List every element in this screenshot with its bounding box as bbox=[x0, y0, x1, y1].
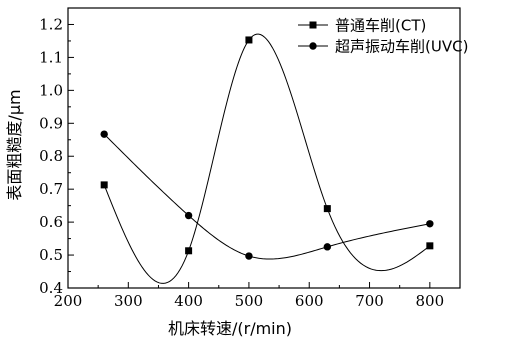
data-point-square bbox=[323, 205, 331, 213]
y-tick-label: 1.0 bbox=[39, 81, 63, 99]
series-line bbox=[103, 33, 431, 284]
data-point-square bbox=[245, 36, 253, 44]
legend-circle-marker bbox=[309, 42, 317, 50]
axis-ticks bbox=[67, 23, 431, 289]
legend-item: 普通车削(CT) bbox=[298, 17, 426, 35]
data-point-circle bbox=[245, 252, 253, 260]
series-line bbox=[103, 133, 430, 260]
legend-label: 普通车削(CT) bbox=[335, 17, 426, 35]
y-axis-title: 表面粗糙度/μm bbox=[5, 89, 24, 200]
plot-border bbox=[67, 7, 461, 289]
x-tick-label: 400 bbox=[174, 292, 203, 310]
x-tick-label: 500 bbox=[235, 292, 264, 310]
x-tick-label: 300 bbox=[114, 292, 143, 310]
data-point-square bbox=[426, 242, 434, 250]
series-1 bbox=[100, 33, 434, 284]
data-point-circle bbox=[100, 130, 108, 138]
x-tick-label: 700 bbox=[355, 292, 384, 310]
x-tick-label: 800 bbox=[416, 292, 445, 310]
legend-square-marker bbox=[309, 21, 317, 29]
series-2 bbox=[100, 130, 434, 260]
data-point-circle bbox=[323, 243, 332, 251]
data-point-circle bbox=[426, 220, 434, 228]
legend-item: 超声振动车削(UVC) bbox=[298, 38, 468, 56]
y-tick-label: 0.4 bbox=[39, 279, 63, 297]
y-tick-label: 1.2 bbox=[39, 15, 63, 33]
y-tick-label: 0.8 bbox=[39, 147, 63, 165]
y-tick-label: 0.6 bbox=[39, 213, 63, 231]
x-tick-label: 600 bbox=[295, 292, 324, 310]
y-tick-label: 0.7 bbox=[39, 180, 63, 198]
data-point-circle bbox=[184, 211, 193, 220]
legend-label: 超声振动车削(UVC) bbox=[335, 38, 468, 56]
x-tick-label: 200 bbox=[54, 292, 83, 310]
legend: 普通车削(CT) 超声振动车削(UVC) bbox=[298, 17, 468, 56]
series-layer bbox=[100, 33, 434, 284]
x-axis-title: 机床转速/(r/min) bbox=[168, 319, 292, 338]
y-tick-label: 0.9 bbox=[39, 114, 63, 132]
plot-frame bbox=[67, 7, 461, 289]
data-point-square bbox=[100, 181, 108, 189]
tick-labels: 200 300 400 500 600 700 800 0.4 0.5 0.6 0.7 0.8 0.9 1… bbox=[39, 15, 444, 310]
y-tick-label: 1.1 bbox=[39, 48, 63, 66]
data-point-square bbox=[185, 247, 193, 255]
y-tick-label: 0.5 bbox=[39, 246, 63, 264]
